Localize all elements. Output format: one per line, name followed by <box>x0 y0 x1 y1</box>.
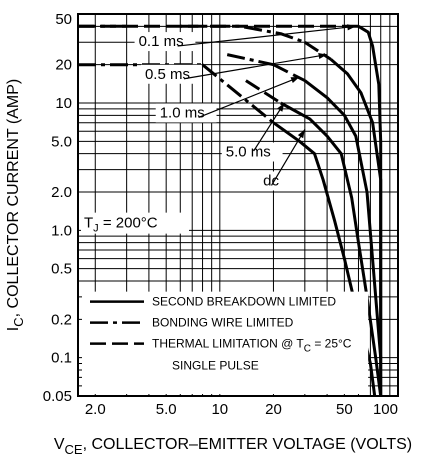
x-tick-label: 10 <box>211 401 228 418</box>
legend-entry-2: THERMAL LIMITATION @ TC = 25°C <box>152 337 352 355</box>
y-tick-label: 1.0 <box>51 222 72 239</box>
leader-arrowhead <box>318 52 328 60</box>
legend-entry-0: SECOND BREAKDOWN LIMITED <box>152 295 336 309</box>
leader-arrowhead <box>297 129 305 139</box>
legend-text: SINGLE PULSE <box>172 359 259 373</box>
x-axis-title-rest: , COLLECTOR–EMITTER VOLTAGE (VOLTS) <box>83 436 413 453</box>
series-line-5-0-ms <box>245 79 282 105</box>
curve-label-2: 1.0 ms <box>160 104 205 121</box>
junction-temperature-note: TJ = 200°C <box>84 215 158 235</box>
series-line-1-0-ms <box>303 79 383 358</box>
legend-rest: = 25°C <box>311 337 352 351</box>
condition-rest: = 200°C <box>99 215 158 232</box>
curve-label-3: 5.0 ms <box>226 144 271 161</box>
series-line-0-5-ms <box>329 58 383 396</box>
y-axis-title-sub: C <box>11 317 26 326</box>
y-tick-label: 0.05 <box>43 388 72 405</box>
curve-label-bg <box>155 103 217 123</box>
x-axis-title-sub: CE <box>65 442 83 457</box>
curve-label-1: 0.5 ms <box>145 66 190 83</box>
legend: SECOND BREAKDOWN LIMITED BONDING WIRE LIM… <box>82 291 369 394</box>
x-axis-title-main: V <box>54 436 65 453</box>
legend-text: THERMAL LIMITATION @ T <box>152 337 304 351</box>
y-tick-label: 0.1 <box>51 350 72 367</box>
curve-labels: 0.1 ms 0.5 ms 1.0 ms 5.0 ms dc TJ = 200°C <box>81 24 356 235</box>
series-line-1-0-ms <box>272 63 306 82</box>
series-line-bonding-wire-1-0b <box>226 53 274 67</box>
y-tick-label: 0.5 <box>51 261 72 278</box>
series-line-5-0-ms <box>280 101 383 397</box>
series-line-dc <box>201 63 275 124</box>
legend-box <box>82 291 369 394</box>
series-group <box>78 24 383 397</box>
y-tick-label: 20 <box>55 57 72 74</box>
x-tick-label: 20 <box>265 401 282 418</box>
y-axis-title-rest: , COLLECTOR CURRENT (AMP) <box>5 79 22 318</box>
x-tick-label: 5.0 <box>156 401 177 418</box>
series-line-bonding-wire-0-5 <box>180 24 306 44</box>
series-line-0-5-ms <box>303 40 332 61</box>
curve-label-bg <box>221 142 283 162</box>
x-axis-title: VCE, COLLECTOR–EMITTER VOLTAGE (VOLTS) <box>54 436 412 457</box>
y-tick-label: 10 <box>55 95 72 112</box>
x-tick-labels: 2.0 5.0 10 20 50 100 <box>85 401 398 418</box>
x-tick-label: 50 <box>336 401 353 418</box>
leader-line <box>253 102 285 152</box>
legend-subscript: C <box>304 344 311 355</box>
curve-label-bg <box>259 171 285 191</box>
y-axis-title: IC, COLLECTOR CURRENT (AMP) <box>5 79 26 331</box>
leader-line <box>198 76 300 119</box>
condition-subscript: J <box>93 223 99 235</box>
y-tick-labels: 0.05 0.1 0.2 0.5 1.0 2.0 5.0 10 20 50 <box>43 11 72 405</box>
x-tick-label: 2.0 <box>85 401 106 418</box>
leader-arrowhead <box>347 24 356 31</box>
axis-titles: VCE, COLLECTOR–EMITTER VOLTAGE (VOLTS)IC… <box>5 79 412 457</box>
condition-text: T <box>84 215 93 232</box>
leader-arrowhead <box>277 103 285 112</box>
legend-text: BONDING WIRE LIMITED <box>152 316 294 330</box>
curve-label-bg <box>140 64 202 84</box>
y-tick-label: 5.0 <box>51 133 72 150</box>
leader-arrowhead <box>290 77 300 84</box>
y-tick-label: 0.2 <box>51 311 72 328</box>
y-axis-title-main: I <box>5 327 22 331</box>
x-tick-label: 100 <box>373 401 398 418</box>
y-tick-label: 2.0 <box>51 184 72 201</box>
leader-line <box>270 129 306 186</box>
legend-entry-1: BONDING WIRE LIMITED <box>152 316 294 330</box>
legend-text: SECOND BREAKDOWN LIMITED <box>152 295 336 309</box>
curve-label-4: dc <box>263 172 279 189</box>
leader-line <box>183 53 328 80</box>
condition-bg <box>81 212 189 234</box>
curve-label-0: 0.1 ms <box>139 33 184 50</box>
y-tick-label: 50 <box>55 11 72 28</box>
leader-line <box>177 25 356 47</box>
legend-entry-3: SINGLE PULSE <box>172 359 259 373</box>
plot-frame <box>77 13 399 397</box>
